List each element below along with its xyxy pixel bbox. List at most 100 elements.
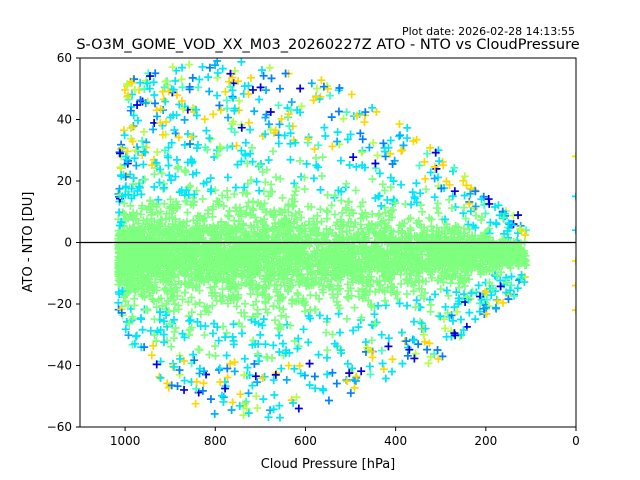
data-point <box>150 170 159 179</box>
data-point <box>386 136 395 145</box>
data-point <box>171 324 180 333</box>
data-point <box>443 237 452 246</box>
data-point <box>206 395 215 404</box>
data-point <box>395 299 404 308</box>
data-point <box>373 151 382 160</box>
data-point <box>245 260 254 269</box>
data-point <box>223 276 232 285</box>
data-point <box>369 138 378 147</box>
data-point <box>182 217 191 226</box>
data-point <box>463 293 472 302</box>
data-point <box>459 203 468 212</box>
data-point <box>282 215 291 224</box>
data-point <box>167 138 176 147</box>
data-point <box>459 176 468 185</box>
data-point <box>421 185 430 194</box>
data-point <box>470 246 479 255</box>
data-point <box>264 156 273 165</box>
data-point <box>366 265 375 274</box>
data-point <box>264 276 273 285</box>
plot-date: Plot date: 2026-02-28 14:13:55 <box>402 25 575 38</box>
data-point <box>295 265 304 274</box>
data-point <box>474 281 483 290</box>
data-point <box>124 331 133 340</box>
data-point <box>328 330 337 339</box>
data-point <box>201 143 210 152</box>
data-point <box>276 325 285 334</box>
data-point <box>284 110 293 119</box>
data-point <box>314 141 323 150</box>
data-point <box>287 98 296 107</box>
data-point <box>277 114 286 123</box>
data-point <box>213 91 222 100</box>
data-point <box>469 221 478 230</box>
data-point <box>225 77 234 86</box>
data-point <box>149 78 158 87</box>
data-point <box>477 295 486 304</box>
data-point <box>357 148 366 157</box>
data-point <box>253 261 262 270</box>
data-point <box>380 296 389 305</box>
data-point <box>131 332 140 341</box>
data-point <box>158 251 167 260</box>
data-point <box>147 256 156 265</box>
data-point <box>324 396 333 405</box>
data-point <box>383 236 392 245</box>
data-point <box>261 305 270 314</box>
data-point <box>133 186 142 195</box>
data-point <box>270 391 279 400</box>
data-point <box>204 227 213 236</box>
data-point <box>312 84 321 93</box>
data-point <box>386 288 395 297</box>
data-point <box>442 332 451 341</box>
data-point <box>256 83 265 92</box>
data-point <box>169 287 178 296</box>
data-point <box>464 220 473 229</box>
data-point <box>153 326 162 335</box>
data-point <box>158 301 167 310</box>
data-point <box>262 165 271 174</box>
data-point <box>284 208 293 217</box>
data-point <box>323 207 332 216</box>
data-point <box>475 265 484 274</box>
data-point <box>264 192 273 201</box>
data-point <box>253 290 262 299</box>
data-point <box>342 179 351 188</box>
data-point <box>337 261 346 270</box>
data-point <box>251 317 260 326</box>
data-point <box>138 243 147 252</box>
data-point <box>225 282 234 291</box>
data-point <box>115 184 124 193</box>
data-point <box>153 147 162 156</box>
data-point <box>399 243 408 252</box>
data-point <box>146 291 155 300</box>
data-point <box>254 340 263 349</box>
data-point <box>189 235 198 244</box>
data-point <box>129 254 138 263</box>
x-tick-label: 0 <box>572 434 580 448</box>
data-point <box>198 62 207 71</box>
data-point <box>383 254 392 263</box>
data-point <box>384 262 393 271</box>
x-tick-label: 200 <box>474 434 497 448</box>
data-point <box>300 221 309 230</box>
data-point <box>190 356 199 365</box>
data-point <box>383 222 392 231</box>
data-point <box>352 372 361 381</box>
data-point <box>188 73 197 82</box>
data-point <box>408 188 417 197</box>
data-point <box>157 169 166 178</box>
data-point <box>357 313 366 322</box>
data-point <box>115 280 124 289</box>
data-point <box>229 320 238 329</box>
data-point <box>492 220 501 229</box>
data-point <box>350 243 359 252</box>
data-point <box>384 342 393 351</box>
data-point <box>187 132 196 141</box>
data-point <box>285 122 294 131</box>
data-point <box>463 259 472 268</box>
data-point <box>425 339 434 348</box>
data-point <box>187 155 196 164</box>
data-point <box>229 272 238 281</box>
data-point <box>193 317 202 326</box>
